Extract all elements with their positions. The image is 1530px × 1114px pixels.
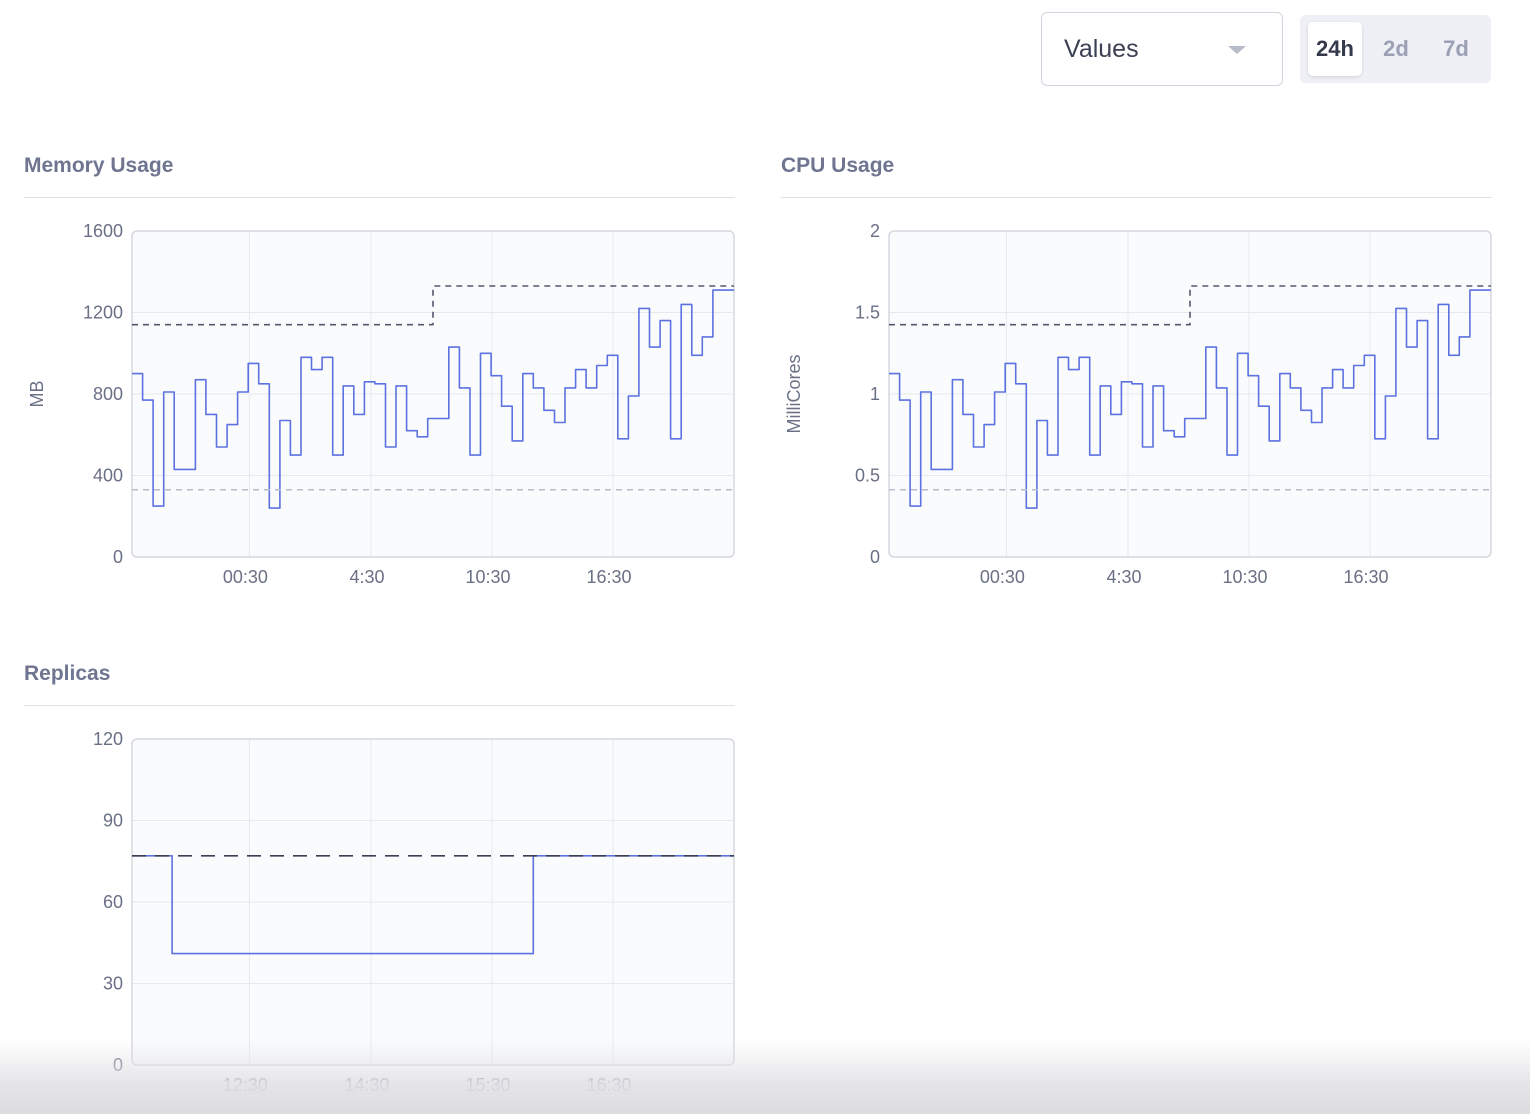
x-tick-label: 14:30 [344,1075,389,1095]
y-axis-label: MB [27,381,47,408]
x-tick-label: 4:30 [349,567,384,587]
plot-frame [888,230,1492,558]
y-tick-label: 0 [113,1055,123,1075]
replicas-title-divider [24,705,735,706]
cpu-chart-title: CPU Usage [781,154,895,177]
x-tick-label: 16:30 [586,567,631,587]
replicas-chart: 0 30 60 90 120 12:30 14:30 15:30 16:30 [93,729,735,1095]
metric-select[interactable]: Values [1041,12,1283,86]
range-7d-button[interactable]: 7d [1443,36,1469,61]
cpu-title-divider [781,197,1492,198]
series-usage-line [889,289,1491,509]
x-tick-label: 15:30 [465,1075,510,1095]
y-tick-label: 800 [93,384,123,404]
series-limit-line [889,285,1491,326]
x-tick-label: 16:30 [586,1075,631,1095]
y-axis-label: MilliCores [784,354,804,433]
series-limit-line [132,285,734,326]
plot-frame [131,230,735,558]
y-tick-label: 90 [103,811,123,831]
memory-chart-title: Memory Usage [24,154,174,177]
y-tick-label: 0 [870,547,880,567]
x-tick-label: 16:30 [1343,567,1388,587]
memory-usage-chart: 0 400 800 1200 1600 00:30 4:30 10:30 16:30 MB [27,221,735,587]
time-range-toggle: 24h 2d 7d [1300,15,1491,83]
metric-select-value: Values [1064,34,1139,63]
x-tick-label: 10:30 [1222,567,1267,587]
range-2d-button[interactable]: 2d [1383,36,1409,61]
y-tick-label: 0.5 [855,466,880,486]
series-usage-line [132,289,734,509]
y-tick-label: 400 [93,466,123,486]
y-tick-label: 1 [870,384,880,404]
y-tick-label: 1600 [83,221,123,241]
range-24h-button[interactable]: 24h [1308,22,1362,76]
y-tick-label: 60 [103,892,123,912]
y-tick-label: 1.5 [855,303,880,323]
cpu-usage-chart: 0 0.5 1 1.5 2 00:30 4:30 10:30 16:30 MilliCores [784,221,1492,587]
x-tick-label: 00:30 [223,567,268,587]
y-tick-label: 1200 [83,303,123,323]
y-tick-label: 30 [103,974,123,994]
y-tick-label: 2 [870,221,880,241]
x-tick-label: 12:30 [223,1075,268,1095]
x-tick-label: 10:30 [465,567,510,587]
memory-title-divider [24,197,735,198]
x-tick-label: 4:30 [1106,567,1141,587]
chevron-down-icon [1228,46,1246,54]
replicas-chart-title: Replicas [24,662,111,685]
y-tick-label: 120 [93,729,123,749]
y-tick-label: 0 [113,547,123,567]
x-tick-label: 00:30 [980,567,1025,587]
